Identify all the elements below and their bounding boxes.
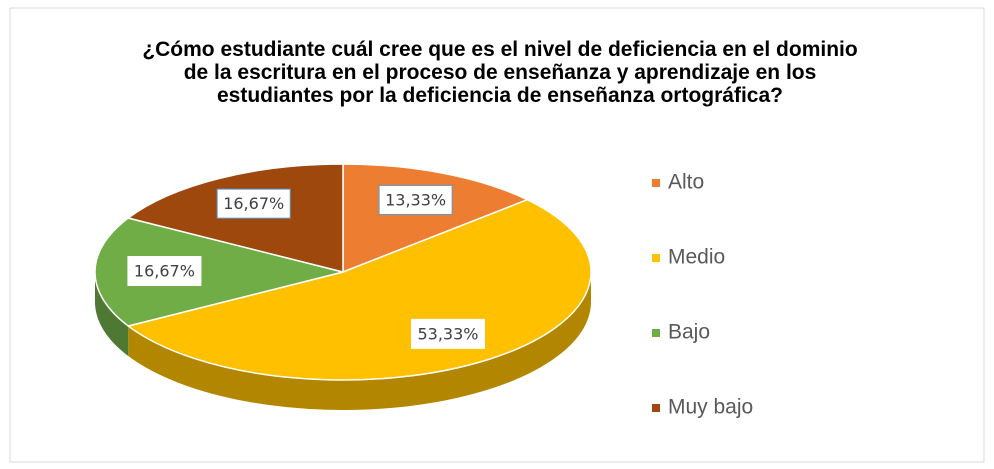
legend-swatch — [652, 179, 660, 187]
pie-slice — [94, 217, 344, 327]
data-label-box — [127, 256, 202, 287]
legend-swatch — [652, 329, 660, 337]
legend-label: Medio — [668, 246, 725, 269]
pie-wall — [95, 272, 129, 357]
pie-wall — [128, 272, 592, 410]
legend-label: Alto — [668, 171, 704, 194]
data-label: 16,67% — [223, 194, 284, 213]
legend-swatch — [652, 404, 660, 412]
legend-label: Bajo — [668, 321, 710, 344]
chart-title: ¿Cómo estudiante cuál cree que es el niv… — [142, 38, 858, 107]
data-label: 53,33% — [417, 324, 478, 343]
data-label-box — [216, 188, 291, 219]
data-label-box — [410, 318, 486, 349]
data-label: 16,67% — [134, 262, 195, 281]
legend-label: Muy bajo — [668, 396, 753, 419]
legend-swatch — [652, 254, 660, 262]
data-label: 13,33% — [385, 190, 446, 209]
data-label-box — [378, 184, 453, 215]
